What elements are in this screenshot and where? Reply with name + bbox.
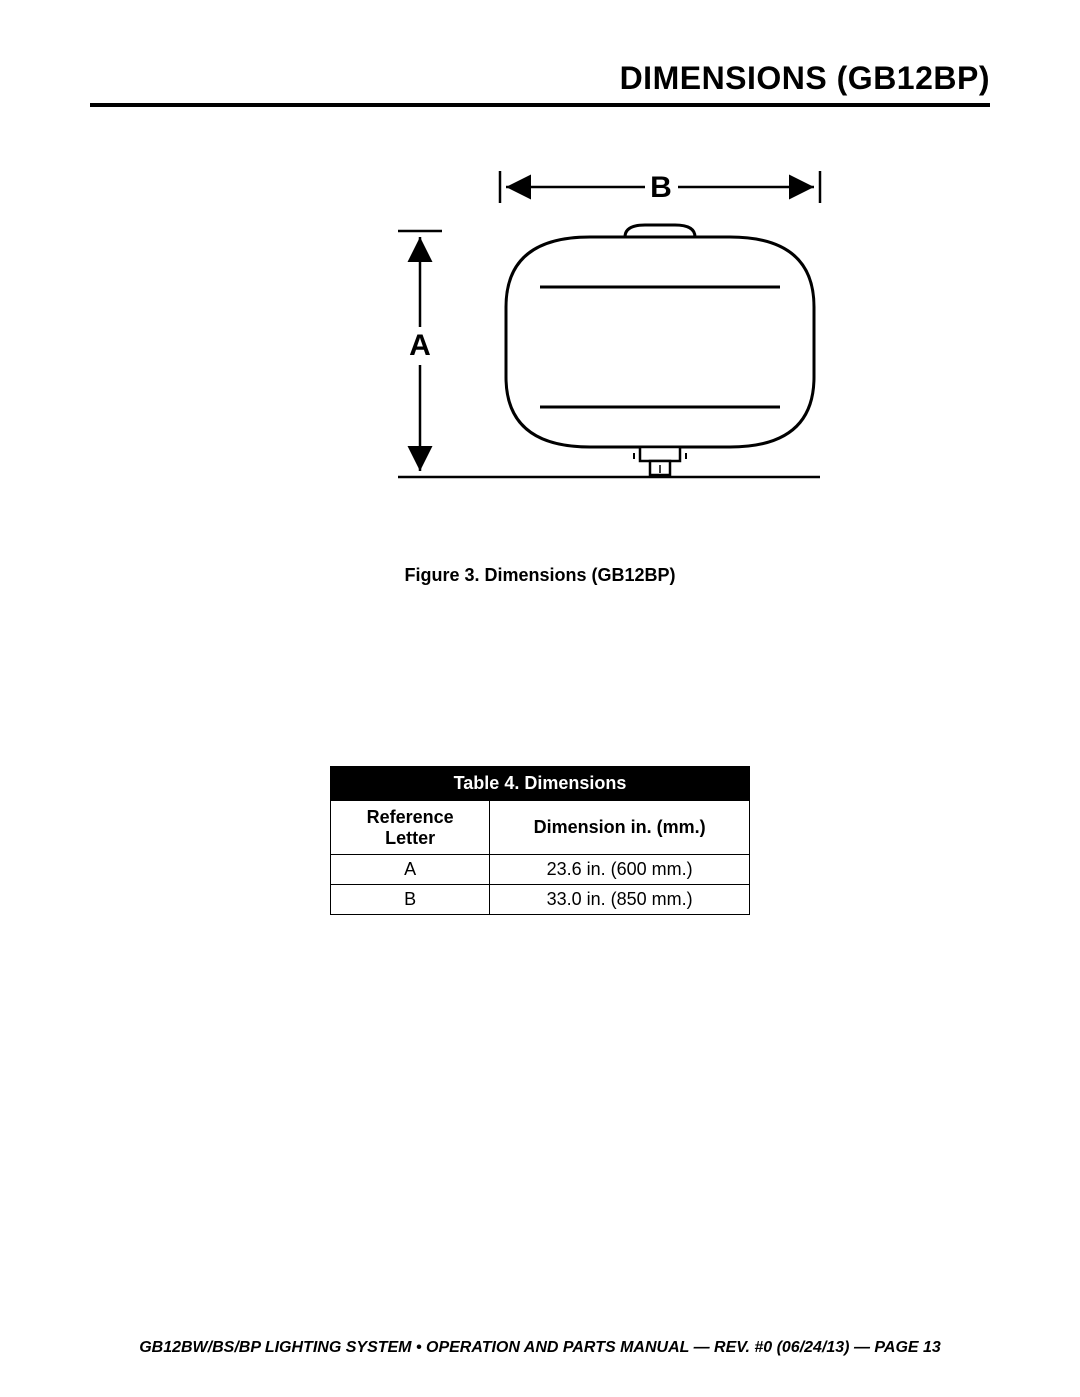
table-row: A 23.6 in. (600 mm.)	[331, 855, 750, 885]
table-row: B 33.0 in. (850 mm.)	[331, 885, 750, 915]
dimensions-table: Table 4. Dimensions Reference Letter Dim…	[330, 766, 750, 915]
dimensions-figure: B A Figure 3. Dimensions (GB12BP)	[90, 147, 990, 586]
col-head-ref-l2: Letter	[385, 828, 435, 848]
cell-dim: 33.0 in. (850 mm.)	[490, 885, 750, 915]
table-title-row: Table 4. Dimensions	[331, 767, 750, 801]
dim-label-a: A	[409, 329, 431, 362]
cell-dim: 23.6 in. (600 mm.)	[490, 855, 750, 885]
col-head-dim: Dimension in. (mm.)	[490, 801, 750, 855]
cell-ref: A	[331, 855, 490, 885]
dimensions-table-wrap: Table 4. Dimensions Reference Letter Dim…	[330, 766, 750, 915]
page-title: DIMENSIONS (GB12BP)	[90, 60, 990, 97]
dim-label-b: B	[650, 171, 672, 204]
figure-caption: Figure 3. Dimensions (GB12BP)	[90, 565, 990, 586]
cell-ref: B	[331, 885, 490, 915]
dimensions-diagram: B A	[230, 147, 850, 547]
page: DIMENSIONS (GB12BP) B	[0, 0, 1080, 1397]
page-footer: GB12BW/BS/BP LIGHTING SYSTEM • OPERATION…	[0, 1339, 1080, 1357]
col-head-ref-l1: Reference	[367, 807, 454, 827]
table-header-row: Reference Letter Dimension in. (mm.)	[331, 801, 750, 855]
page-header: DIMENSIONS (GB12BP)	[90, 60, 990, 107]
col-head-ref: Reference Letter	[331, 801, 490, 855]
table-title: Table 4. Dimensions	[331, 767, 750, 801]
